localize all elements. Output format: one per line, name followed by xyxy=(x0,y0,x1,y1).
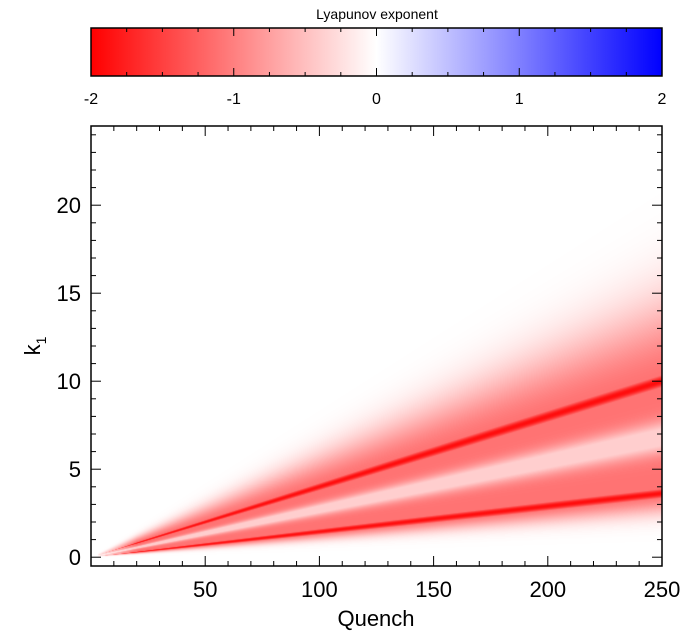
y-tick-label: 20 xyxy=(57,193,81,218)
x-axis: 50 100 150 200 250 xyxy=(113,126,681,602)
y-tick-label: 10 xyxy=(57,369,81,394)
x-tick-label: 50 xyxy=(193,577,217,602)
x-tick-label: 150 xyxy=(415,577,452,602)
x-tick-label: 200 xyxy=(529,577,566,602)
colorbar: Lyapunov exponent -2 -1 0 1 2 xyxy=(84,6,667,108)
colorbar-tick-label: 2 xyxy=(658,91,667,108)
colorbar-title: Lyapunov exponent xyxy=(316,6,438,22)
y-axis-label: k1 xyxy=(20,336,49,355)
x-axis-label: Quench xyxy=(337,606,414,631)
svg-text:k1: k1 xyxy=(20,336,49,355)
y-tick-label: 0 xyxy=(69,545,81,570)
y-axis: 0 5 10 15 20 xyxy=(57,134,662,570)
heatmap-image xyxy=(91,126,662,566)
x-tick-label: 100 xyxy=(301,577,338,602)
colorbar-tick-label: 1 xyxy=(515,91,524,108)
colorbar-ticks: -2 -1 0 1 2 xyxy=(84,28,667,108)
plot-area: 50 100 150 200 250 0 5 10 15 20 Quench k1 xyxy=(20,125,681,631)
colorbar-tick-label: 0 xyxy=(372,91,381,108)
y-tick-label: 5 xyxy=(69,457,81,482)
colorbar-tick-label: -2 xyxy=(84,91,98,108)
y-tick-label: 15 xyxy=(57,281,81,306)
x-tick-label: 250 xyxy=(644,577,681,602)
colorbar-tick-label: -1 xyxy=(227,91,241,108)
y-axis-label-main: k xyxy=(20,343,45,355)
y-axis-label-subscript: 1 xyxy=(33,336,49,344)
